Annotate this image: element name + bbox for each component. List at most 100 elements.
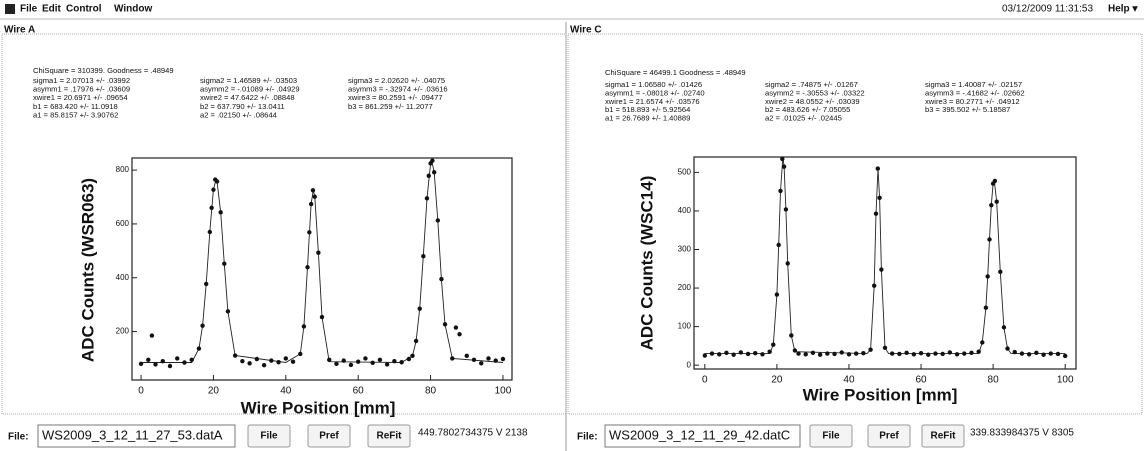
button-label[interactable]: File <box>822 431 840 442</box>
data-point <box>247 361 252 366</box>
data-point <box>471 357 477 363</box>
file-name: WS2009_3_12_11_29_42.datC <box>609 427 790 442</box>
data-point <box>933 351 938 356</box>
data-point <box>479 361 484 366</box>
data-point <box>392 358 397 364</box>
x-tick-label: 100 <box>495 386 512 397</box>
file-input[interactable] <box>604 424 801 448</box>
data-point <box>994 199 999 204</box>
x-tick-label: 80 <box>425 386 437 397</box>
data-point <box>717 352 722 357</box>
data-point <box>998 269 1003 275</box>
data-point <box>276 360 281 365</box>
data-point <box>334 361 339 367</box>
data-point <box>138 361 144 367</box>
data-point <box>1012 349 1017 355</box>
data-point <box>853 351 859 356</box>
data-point <box>926 352 931 357</box>
data-point <box>312 194 317 199</box>
data-point <box>413 338 419 344</box>
data-point <box>780 156 785 162</box>
data-point <box>319 314 325 320</box>
fit-parameter: asymm1 = .17976 +/- .03609 <box>33 85 130 94</box>
button[interactable] <box>367 424 411 448</box>
data-point <box>803 352 808 357</box>
button-label[interactable]: Pref <box>319 431 339 442</box>
y-tick-label: 400 <box>678 206 692 215</box>
x-tick-label: 40 <box>280 386 292 397</box>
menu-item[interactable]: Window <box>114 4 152 15</box>
data-point <box>442 322 448 327</box>
data-point <box>200 323 205 328</box>
file-name: WS2009_3_12_11_27_53.datA <box>42 427 223 442</box>
data-point <box>781 164 787 169</box>
data-point <box>214 179 220 184</box>
data-point <box>776 242 781 248</box>
x-tick-label: 60 <box>915 375 927 386</box>
data-point <box>992 178 998 184</box>
status-readout: 449.7802734375 V 2138 <box>418 428 528 439</box>
data-point <box>785 261 790 266</box>
data-point <box>225 309 231 314</box>
fit-parameter: xwire2 = 48.0552 +/- .03039 <box>765 97 860 106</box>
button[interactable] <box>307 424 351 448</box>
data-point <box>370 360 375 365</box>
panel-title: Wire C <box>570 25 602 36</box>
button-label[interactable]: File <box>260 431 278 442</box>
data-point <box>457 332 462 337</box>
x-tick-label: 0 <box>138 386 144 397</box>
x-tick-label: 40 <box>843 375 855 386</box>
data-point <box>417 306 422 311</box>
y-tick-label: 0 <box>687 360 692 369</box>
help-menu[interactable]: Help ▾ <box>1108 4 1138 15</box>
data-point <box>882 345 888 350</box>
y-tick-label: 400 <box>116 273 130 282</box>
data-point <box>203 281 209 287</box>
data-point <box>269 358 274 363</box>
data-point <box>149 333 155 338</box>
button-label[interactable]: ReFit <box>931 431 957 442</box>
fit-parameter: xwire3 = 80.2771 +/- .04912 <box>925 97 1020 106</box>
datetime: 03/12/2009 11:31:53 <box>1002 4 1093 15</box>
data-point <box>486 356 491 361</box>
data-point <box>871 283 877 288</box>
data-point <box>207 229 213 235</box>
button[interactable] <box>867 424 911 448</box>
data-point <box>363 356 368 361</box>
y-tick-label: 300 <box>678 245 692 254</box>
data-point <box>702 353 708 358</box>
data-point <box>904 350 909 356</box>
data-point <box>182 360 187 365</box>
button[interactable] <box>247 424 291 448</box>
fit-parameter: b2 = 483.626 +/- 7.05055 <box>765 105 850 114</box>
data-point <box>861 350 866 356</box>
fit-parameter: b1 = 518.893 +/- 5.92564 <box>605 105 690 114</box>
panel-frame <box>567 33 1143 415</box>
button-label[interactable]: ReFit <box>377 431 403 442</box>
data-point <box>209 205 214 210</box>
data-point <box>1001 325 1007 330</box>
fit-parameter: sigma2 = 1.46589 +/- .03503 <box>200 76 297 85</box>
data-point <box>500 356 506 362</box>
menu-item[interactable]: File <box>20 4 38 15</box>
data-point <box>421 254 426 259</box>
menu-item[interactable]: Edit <box>42 4 62 15</box>
data-point <box>774 292 780 297</box>
data-point <box>310 188 316 193</box>
y-axis-title: ADC Counts (WSC14) <box>637 176 656 351</box>
button[interactable] <box>921 424 965 448</box>
data-point <box>450 356 455 361</box>
button[interactable] <box>809 424 853 448</box>
data-point <box>399 360 404 365</box>
data-point <box>146 357 151 363</box>
fit-parameter: asymm1 = -.08018 +/- .02740 <box>605 88 705 97</box>
data-point <box>1055 351 1061 357</box>
x-axis-title: Wire Position [mm] <box>241 398 396 417</box>
file-input[interactable] <box>37 424 236 448</box>
x-tick-label: 80 <box>988 375 1000 386</box>
button-label[interactable]: Pref <box>879 431 899 442</box>
data-point <box>832 351 837 357</box>
menu-item[interactable]: Control <box>66 4 102 15</box>
data-point <box>817 352 823 357</box>
data-point <box>301 324 307 329</box>
